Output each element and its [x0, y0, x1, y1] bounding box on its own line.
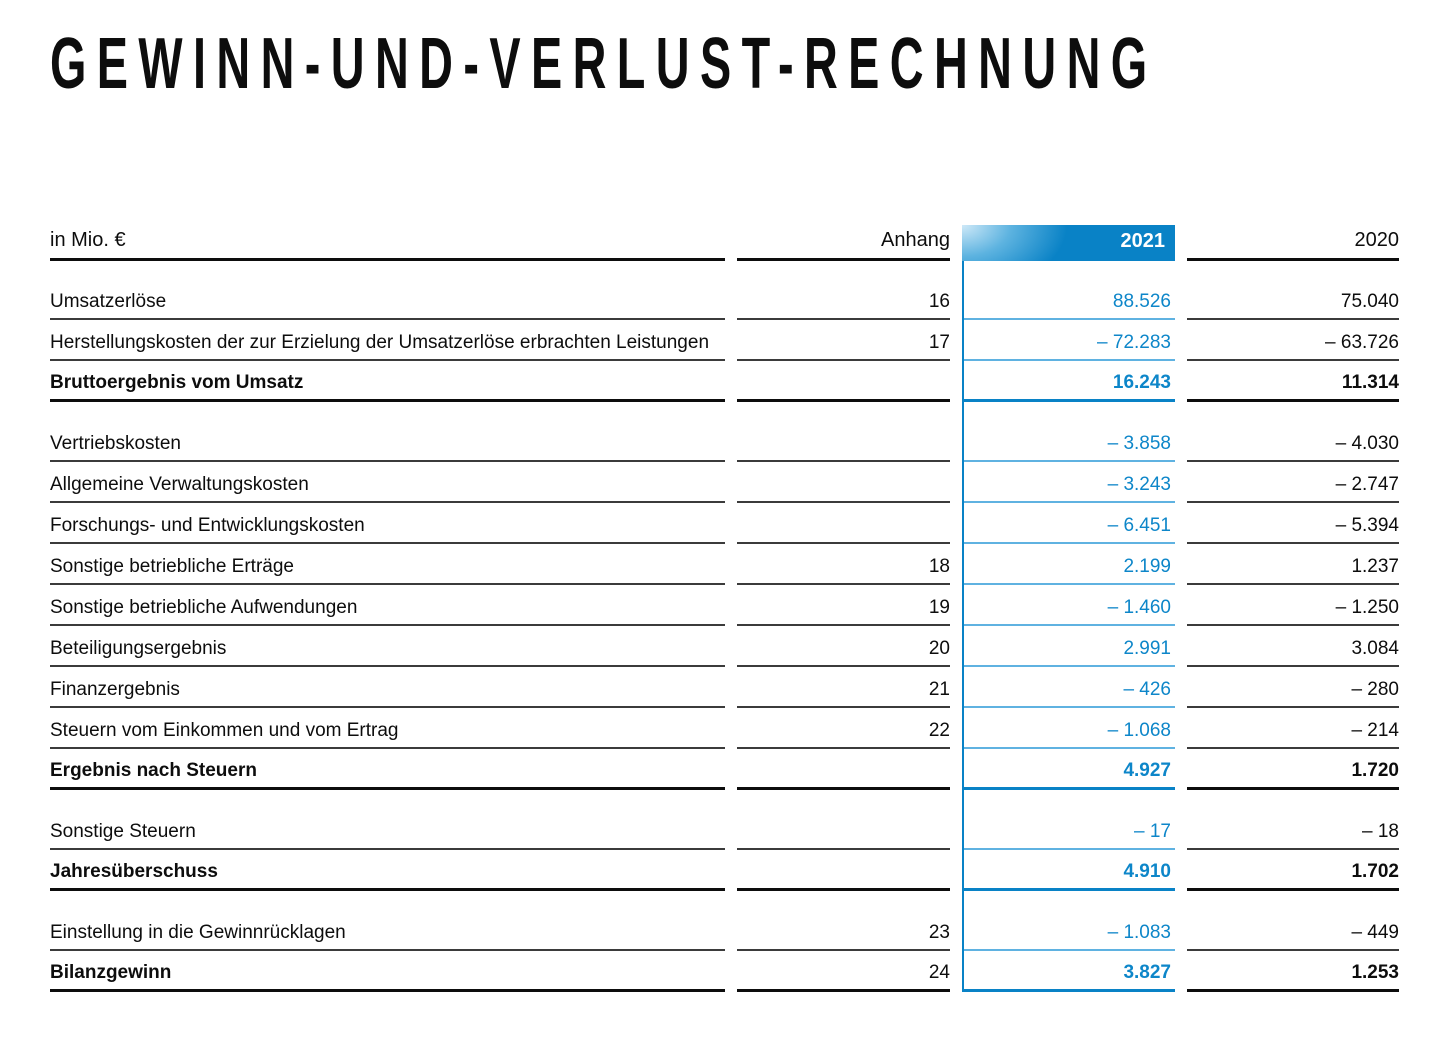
anhang-value: 17 [737, 320, 950, 361]
value-2021: – 17 [962, 809, 1175, 850]
table-row: Finanzergebnis 21 – 426 – 280 [50, 667, 1399, 708]
pnl-table: in Mio. € Anhang 2021 2020 Umsatzerlöse 1… [50, 225, 1399, 992]
value-2020: – 18 [1187, 809, 1399, 850]
value-2021: – 6.451 [962, 503, 1175, 544]
row-label: Ergebnis nach Steuern [50, 749, 725, 790]
value-2020: 1.720 [1187, 749, 1399, 790]
value-2020: 75.040 [1187, 279, 1399, 320]
table-row: Vertriebskosten – 3.858 – 4.030 [50, 421, 1399, 462]
anhang-value [737, 503, 950, 544]
anhang-value [737, 850, 950, 891]
value-2020: 11.314 [1187, 361, 1399, 402]
value-2021: – 1.460 [962, 585, 1175, 626]
anhang-value [737, 421, 950, 462]
page-title: GEWINN-UND-VERLUST-RECHNUNG [50, 24, 1158, 104]
row-label: Steuern vom Einkommen und vom Ertrag [50, 708, 725, 749]
value-2021: 3.827 [962, 951, 1175, 992]
table-header-row: in Mio. € Anhang 2021 2020 [50, 225, 1399, 261]
value-2020: 3.084 [1187, 626, 1399, 667]
value-2020: – 1.250 [1187, 585, 1399, 626]
value-2021: – 3.243 [962, 462, 1175, 503]
spacer-row [50, 790, 1399, 809]
table-body: Umsatzerlöse 16 88.526 75.040 Herstellungsko… [50, 279, 1399, 992]
table-row: Sonstige betriebliche Erträge 18 2.199 1.23… [50, 544, 1399, 585]
value-2020: – 63.726 [1187, 320, 1399, 361]
table-row: Forschungs- und Entwicklungskosten – 6.45… [50, 503, 1399, 544]
anhang-value: 19 [737, 585, 950, 626]
row-label: Einstellung in die Gewinnrücklagen [50, 910, 725, 951]
value-2020: 1.237 [1187, 544, 1399, 585]
value-2021: 88.526 [962, 279, 1175, 320]
table-row: Steuern vom Einkommen und vom Ertrag 22 – … [50, 708, 1399, 749]
row-label: Bilanzgewinn [50, 951, 725, 992]
vertical-accent-line [962, 261, 964, 992]
anhang-value: 21 [737, 667, 950, 708]
table-row: Sonstige Steuern – 17 – 18 [50, 809, 1399, 850]
col-header-2020: 2020 [1187, 225, 1399, 261]
value-2020: – 280 [1187, 667, 1399, 708]
value-2020: – 2.747 [1187, 462, 1399, 503]
value-2021: – 1.083 [962, 910, 1175, 951]
row-label: Beteiligungsergebnis [50, 626, 725, 667]
row-label: Sonstige Steuern [50, 809, 725, 850]
spacer-row [50, 261, 1399, 279]
anhang-value: 22 [737, 708, 950, 749]
anhang-value: 20 [737, 626, 950, 667]
row-label: Finanzergebnis [50, 667, 725, 708]
table-row: Ergebnis nach Steuern 4.927 1.720 [50, 749, 1399, 790]
value-2021: – 3.858 [962, 421, 1175, 462]
table-row: Bruttoergebnis vom Umsatz 16.243 11.314 [50, 361, 1399, 402]
anhang-value: 24 [737, 951, 950, 992]
value-2021: – 1.068 [962, 708, 1175, 749]
value-2021: 2.991 [962, 626, 1175, 667]
table-row: Einstellung in die Gewinnrücklagen 23 – 1.… [50, 910, 1399, 951]
anhang-value [737, 809, 950, 850]
anhang-value [737, 749, 950, 790]
row-label: Forschungs- und Entwicklungskosten [50, 503, 725, 544]
anhang-value: 23 [737, 910, 950, 951]
value-2020: – 449 [1187, 910, 1399, 951]
table-row: Bilanzgewinn 24 3.827 1.253 [50, 951, 1399, 992]
value-2021: – 426 [962, 667, 1175, 708]
year-2021-badge: 2021 [962, 225, 1175, 261]
row-label: Bruttoergebnis vom Umsatz [50, 361, 725, 402]
value-2021: 16.243 [962, 361, 1175, 402]
row-label: Sonstige betriebliche Aufwendungen [50, 585, 725, 626]
anhang-value [737, 462, 950, 503]
anhang-value: 16 [737, 279, 950, 320]
row-label: Sonstige betriebliche Erträge [50, 544, 725, 585]
value-2020: – 214 [1187, 708, 1399, 749]
value-2020: 1.702 [1187, 850, 1399, 891]
anhang-value: 18 [737, 544, 950, 585]
row-label: Vertriebskosten [50, 421, 725, 462]
row-label: Allgemeine Verwaltungskosten [50, 462, 725, 503]
value-2021: – 72.283 [962, 320, 1175, 361]
value-2021: 4.910 [962, 850, 1175, 891]
table-row: Herstellungskosten der zur Erzielung der… [50, 320, 1399, 361]
value-2020: – 5.394 [1187, 503, 1399, 544]
col-header-anhang: Anhang [737, 225, 950, 261]
value-2021: 4.927 [962, 749, 1175, 790]
value-2020: 1.253 [1187, 951, 1399, 992]
table-row: Umsatzerlöse 16 88.526 75.040 [50, 279, 1399, 320]
anhang-value [737, 361, 950, 402]
value-2021: 2.199 [962, 544, 1175, 585]
unit-label: in Mio. € [50, 225, 725, 261]
table-row: Beteiligungsergebnis 20 2.991 3.084 [50, 626, 1399, 667]
row-label: Jahresüberschuss [50, 850, 725, 891]
table-row: Sonstige betriebliche Aufwendungen 19 – 1.… [50, 585, 1399, 626]
row-label: Umsatzerlöse [50, 279, 725, 320]
spacer-row [50, 402, 1399, 421]
table-row: Jahresüberschuss 4.910 1.702 [50, 850, 1399, 891]
value-2020: – 4.030 [1187, 421, 1399, 462]
row-label: Herstellungskosten der zur Erzielung der… [50, 320, 725, 361]
spacer-row [50, 891, 1399, 910]
table-row: Allgemeine Verwaltungskosten – 3.243 – 2.7… [50, 462, 1399, 503]
